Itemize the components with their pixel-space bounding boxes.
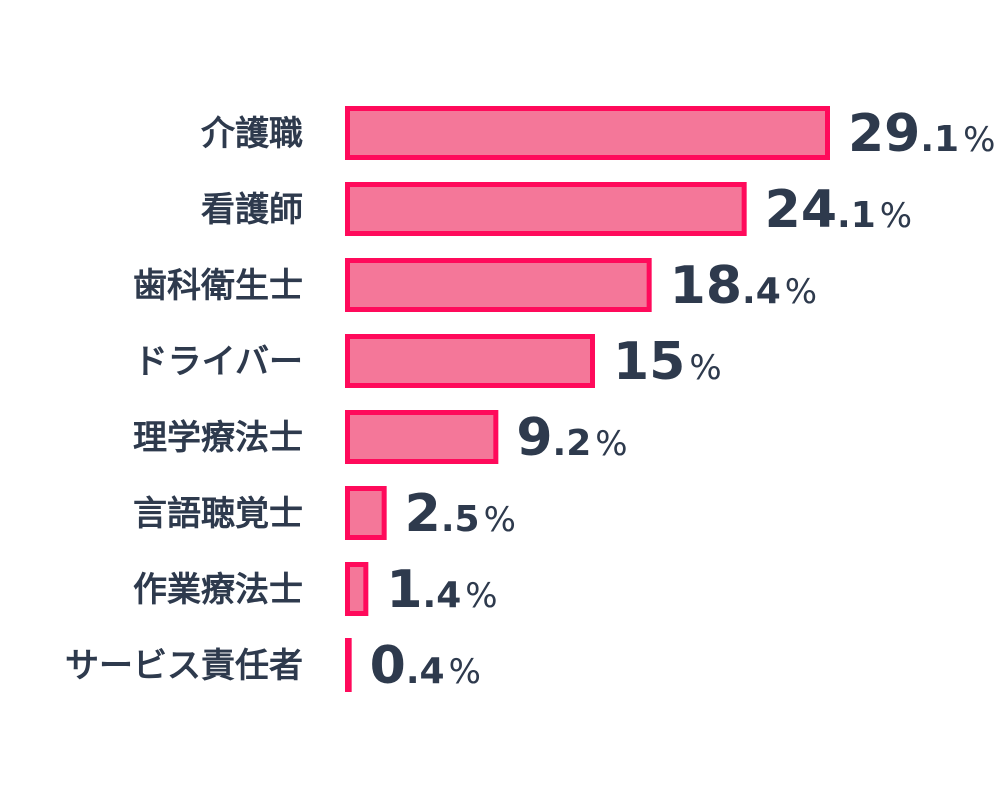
value-integer: 9	[516, 408, 552, 468]
value-integer: 1	[386, 560, 422, 620]
bar	[345, 334, 595, 388]
value-unit: %	[449, 652, 481, 692]
value-label: 1.4%	[386, 560, 497, 620]
bar	[345, 562, 369, 616]
value-decimal: .4	[742, 271, 781, 312]
value-decimal: .1	[920, 119, 959, 160]
bar	[345, 486, 387, 540]
bar	[345, 258, 652, 312]
value-unit: %	[465, 576, 497, 616]
category-label: サービス責任者	[65, 646, 303, 686]
value-unit: %	[689, 348, 721, 388]
value-unit: %	[595, 424, 627, 464]
value-label: 2.5%	[405, 484, 516, 544]
bar	[345, 638, 352, 692]
category-label: 看護師	[201, 190, 303, 230]
value-integer: 29	[848, 104, 920, 164]
category-label: 言語聴覚士	[133, 494, 303, 534]
category-label: ドライバー	[134, 342, 303, 382]
value-unit: %	[880, 196, 912, 236]
value-label: 29.1%	[848, 104, 995, 164]
value-unit: %	[484, 500, 516, 540]
value-decimal: .4	[423, 575, 462, 616]
value-unit: %	[785, 272, 817, 312]
value-decimal: .4	[406, 651, 445, 692]
value-label: 18.4%	[670, 256, 817, 316]
value-label: 9.2%	[516, 408, 627, 468]
bar	[345, 182, 747, 236]
category-label: 歯科衛生士	[133, 266, 303, 306]
value-label: 15%	[613, 332, 722, 392]
value-decimal: .5	[441, 499, 480, 540]
bar	[345, 106, 830, 160]
value-integer: 18	[670, 256, 742, 316]
value-label: 24.1%	[765, 180, 912, 240]
category-label: 理学療法士	[133, 418, 303, 458]
value-integer: 0	[370, 636, 406, 696]
value-integer: 24	[765, 180, 837, 240]
category-label: 作業療法士	[133, 570, 303, 610]
value-decimal: .2	[553, 423, 592, 464]
value-integer: 2	[405, 484, 441, 544]
value-unit: %	[963, 120, 995, 160]
category-label: 介護職	[201, 114, 303, 154]
value-integer: 15	[613, 332, 685, 392]
value-decimal: .1	[837, 195, 876, 236]
bar	[345, 410, 499, 464]
value-label: 0.4%	[370, 636, 481, 696]
